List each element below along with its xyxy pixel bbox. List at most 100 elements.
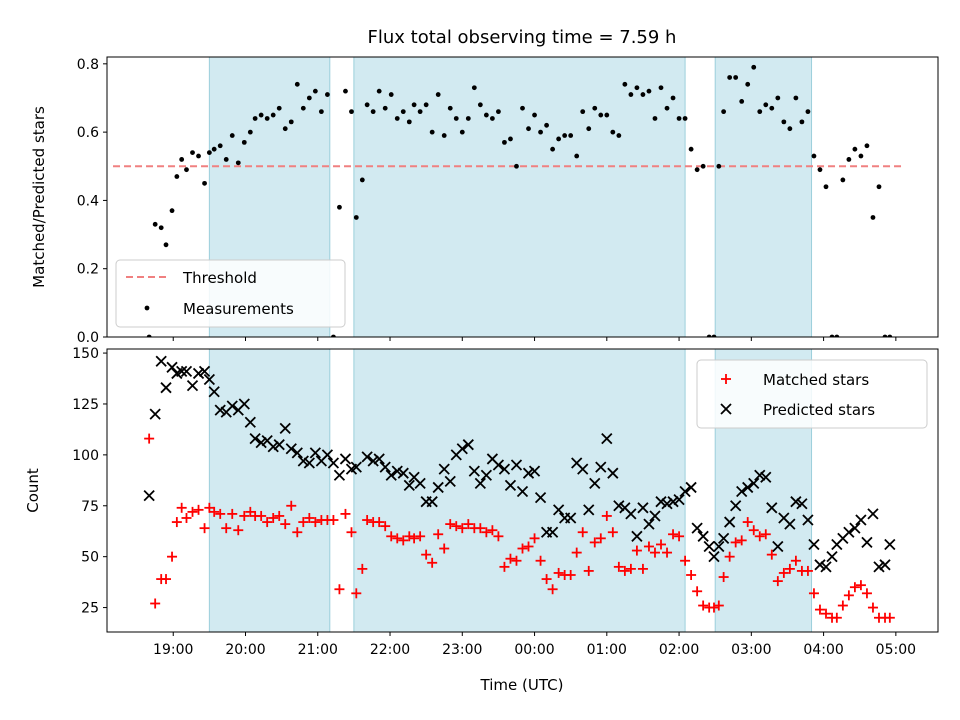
x-tick-label: 02:00 bbox=[659, 642, 699, 658]
measurement-point bbox=[846, 157, 852, 162]
matched-star-point bbox=[445, 519, 456, 530]
matched-star-point bbox=[357, 563, 368, 574]
matched-star-point bbox=[820, 608, 831, 619]
measurement-point bbox=[252, 116, 258, 121]
measurement-point bbox=[757, 109, 763, 115]
predicted-star-point bbox=[155, 355, 167, 367]
measurement-point bbox=[592, 105, 598, 111]
predicted-star-point bbox=[736, 485, 748, 498]
predicted-star-point bbox=[713, 540, 725, 553]
observing-window-span bbox=[353, 57, 686, 337]
marker-stroke bbox=[192, 367, 205, 380]
matched-star-point bbox=[215, 508, 226, 519]
measurement-point bbox=[781, 119, 787, 125]
legend: Threshold Measurements bbox=[115, 259, 346, 328]
predicted-star-point bbox=[367, 455, 379, 467]
matched-star-point bbox=[535, 555, 546, 566]
x-tick-label: 22:00 bbox=[370, 642, 410, 658]
matched-star-point bbox=[298, 517, 309, 528]
predicted-star-point bbox=[504, 479, 517, 492]
matched-star-point bbox=[736, 535, 747, 546]
measurement-point bbox=[586, 126, 592, 132]
matched-star-point bbox=[766, 549, 777, 560]
matched-star-point bbox=[481, 527, 492, 538]
marker-stroke bbox=[879, 559, 891, 571]
marker-stroke bbox=[679, 485, 691, 498]
marker-stroke bbox=[730, 500, 742, 512]
predicted-star-point bbox=[226, 400, 238, 412]
predicted-star-point bbox=[160, 382, 172, 394]
predicted-star-point bbox=[480, 469, 493, 481]
measurement-point bbox=[514, 163, 519, 169]
measurement-point bbox=[739, 98, 745, 104]
matched-star-point bbox=[362, 515, 373, 526]
matched-star-point bbox=[239, 510, 250, 521]
measurement-point bbox=[146, 334, 152, 337]
matched-star-point bbox=[310, 517, 321, 528]
marker-stroke bbox=[643, 518, 655, 530]
marker-stroke bbox=[456, 443, 468, 455]
measurement-point bbox=[763, 102, 769, 108]
predicted-star-point bbox=[350, 461, 362, 473]
measurement-point bbox=[169, 208, 175, 214]
marker-stroke bbox=[261, 434, 273, 447]
measurement-point bbox=[751, 64, 757, 70]
measurement-point bbox=[544, 122, 549, 128]
matched-star-point bbox=[340, 508, 351, 519]
matched-star-point bbox=[607, 527, 618, 538]
legend-measurement-swatch bbox=[144, 305, 150, 311]
predicted-star-point bbox=[673, 494, 685, 506]
y-tick-label: 75 bbox=[81, 499, 99, 515]
predicted-star-point bbox=[291, 447, 303, 459]
marker-stroke bbox=[565, 512, 577, 524]
marker-stroke bbox=[796, 498, 808, 510]
predicted-star-point bbox=[661, 498, 673, 510]
predicted-star-point bbox=[214, 404, 226, 416]
predicted-star-point bbox=[685, 481, 697, 494]
marker-stroke bbox=[474, 477, 486, 490]
measurement-point bbox=[400, 109, 406, 115]
predicted-star-point bbox=[498, 463, 511, 475]
matched-star-point bbox=[790, 555, 801, 566]
measurement-point bbox=[300, 105, 306, 111]
matched-star-point bbox=[674, 531, 685, 542]
matched-star-point bbox=[463, 519, 474, 530]
predicted-star-point bbox=[379, 461, 391, 473]
predicted-star-point bbox=[333, 469, 346, 481]
matched-star-point bbox=[511, 555, 522, 566]
x-tick-label: 05:00 bbox=[876, 642, 916, 658]
predicted-star-point bbox=[273, 439, 285, 451]
marker-stroke bbox=[595, 461, 607, 473]
marker-stroke bbox=[510, 459, 523, 471]
matched-star-point bbox=[392, 533, 403, 544]
axes-frame bbox=[106, 348, 939, 633]
predicted-star-point bbox=[643, 518, 655, 530]
predicted-star-point bbox=[321, 449, 334, 461]
marker-stroke bbox=[391, 465, 403, 477]
predicted-star-point bbox=[456, 443, 468, 455]
predicted-star-point bbox=[297, 455, 309, 467]
matched-star-point bbox=[662, 547, 673, 558]
measurement-point bbox=[223, 157, 229, 162]
matched-star-point bbox=[577, 527, 588, 538]
matched-star-point bbox=[262, 517, 273, 528]
measurement-point bbox=[258, 112, 264, 118]
predicted-star-point bbox=[717, 532, 730, 544]
matched-star-point bbox=[523, 541, 534, 552]
marker-stroke bbox=[625, 508, 637, 520]
marker-stroke bbox=[754, 469, 766, 481]
measurement-point bbox=[829, 334, 835, 337]
measurement-point bbox=[688, 146, 694, 152]
matched-star-point bbox=[855, 580, 866, 591]
marker-stroke bbox=[778, 512, 790, 524]
measurement-point bbox=[745, 81, 751, 87]
measurement-point bbox=[394, 116, 400, 121]
matched-star-point bbox=[784, 563, 795, 574]
marker-stroke bbox=[661, 498, 673, 510]
matched-star-point bbox=[541, 574, 552, 585]
matched-star-point bbox=[457, 523, 468, 534]
matched-star-point bbox=[867, 602, 878, 613]
marker-stroke bbox=[408, 471, 420, 483]
marker-stroke bbox=[528, 465, 541, 477]
